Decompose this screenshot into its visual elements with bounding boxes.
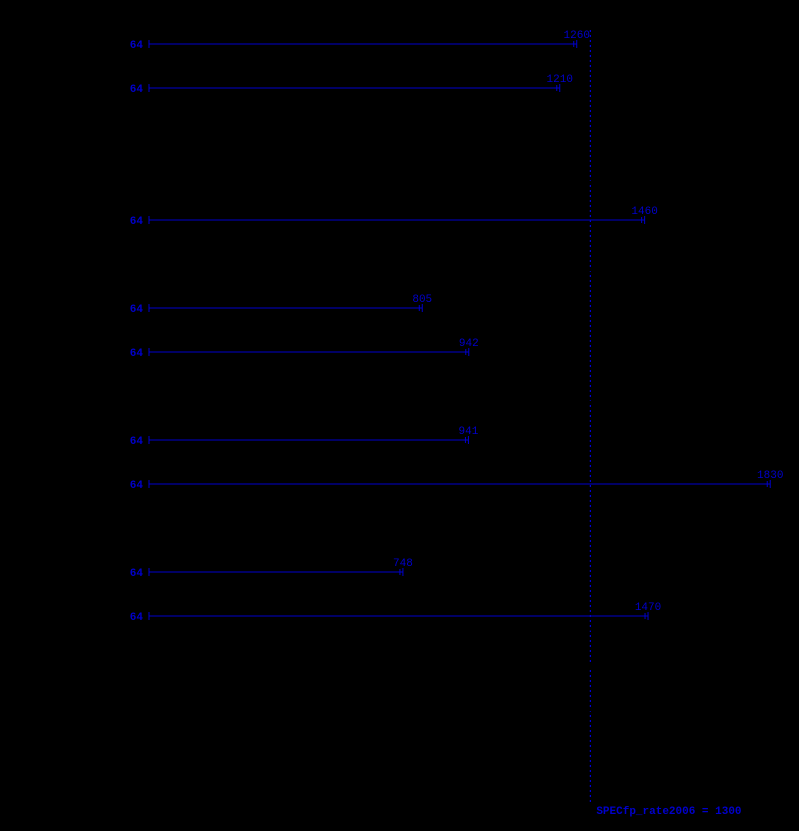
benchmark-label: 450.soplex bbox=[40, 442, 106, 454]
axis-tick-label: 1900 bbox=[781, 8, 799, 20]
value-peak: 941 bbox=[459, 426, 479, 438]
copies-peak: 64 bbox=[130, 568, 144, 580]
copies-header: Copies bbox=[91, 8, 131, 20]
copies-peak: 64 bbox=[130, 480, 144, 492]
axis-tick-label: 100 bbox=[173, 8, 193, 20]
copies-base: 64 bbox=[130, 178, 144, 190]
summary-base: SPECfp_rate_base2006 = 1270 bbox=[398, 792, 576, 804]
value-base: 1790 bbox=[743, 518, 769, 530]
benchmark-label: 436.cactusADM bbox=[20, 266, 106, 278]
value-base: 800 bbox=[411, 328, 431, 340]
axis-tick-label: 1700 bbox=[713, 8, 739, 20]
benchmark-label: 410.bwaves bbox=[40, 46, 106, 58]
copies-peak: 64 bbox=[130, 348, 144, 360]
copies-peak: 64 bbox=[130, 216, 144, 228]
axis-tick-label: 1400 bbox=[611, 8, 637, 20]
benchmark-label: 481.wrf bbox=[60, 706, 107, 718]
value-peak: 1460 bbox=[631, 206, 657, 218]
benchmark-label: 459.GemsFDTD bbox=[27, 574, 107, 586]
benchmark-label: 465.tonto bbox=[47, 618, 107, 630]
value-peak: 748 bbox=[393, 558, 413, 570]
copies-base: 64 bbox=[130, 450, 144, 462]
axis-tick-label: 700 bbox=[377, 8, 397, 20]
value-base: 1210 bbox=[547, 738, 573, 750]
copies-base: 64 bbox=[130, 230, 144, 242]
copies-base: 64 bbox=[130, 362, 144, 374]
axis-tick-label: 800 bbox=[411, 8, 431, 20]
copies-base: 64 bbox=[130, 494, 144, 506]
value-peak: 1260 bbox=[564, 30, 590, 42]
axis-tick-label: 1000 bbox=[475, 8, 501, 20]
copies-peak: 64 bbox=[130, 84, 144, 96]
value-base: 1180 bbox=[536, 108, 562, 120]
copies-base: 64 bbox=[130, 626, 144, 638]
axis-tick-label: 300 bbox=[241, 8, 261, 20]
benchmark-label: 444.namd bbox=[53, 354, 106, 366]
value-base: 1610 bbox=[682, 254, 708, 266]
value-base: 1450 bbox=[628, 694, 654, 706]
copies-base: 64 bbox=[130, 398, 144, 410]
copies-base: 64 bbox=[130, 134, 144, 146]
axis-tick-label: 1600 bbox=[679, 8, 705, 20]
benchmark-label: 482.sphinx3 bbox=[33, 750, 106, 762]
copies-base: 64 bbox=[130, 662, 144, 674]
copies-peak: 64 bbox=[130, 612, 144, 624]
axis-tick-label: 1300 bbox=[577, 8, 603, 20]
value-base: 1880 bbox=[774, 386, 799, 398]
copies-peak: 64 bbox=[130, 304, 144, 316]
benchmark-label: 433.milc bbox=[53, 134, 106, 146]
axis-tick-label: 0 bbox=[146, 8, 153, 20]
copies-base: 64 bbox=[130, 582, 144, 594]
value-base: 937 bbox=[457, 372, 477, 384]
value-peak: 1830 bbox=[757, 470, 783, 482]
copies-base: 64 bbox=[130, 706, 144, 718]
benchmark-label: 416.gamess bbox=[40, 90, 106, 102]
benchmark-label: 434.zeusmp bbox=[40, 178, 106, 190]
summary-peak: SPECfp_rate2006 = 1300 bbox=[596, 806, 741, 818]
benchmark-label: 453.povray bbox=[40, 486, 106, 498]
axis-tick-label: 400 bbox=[275, 8, 295, 20]
value-peak: 942 bbox=[459, 338, 479, 350]
benchmark-label: 454.calculix bbox=[27, 530, 107, 542]
copies-base: 64 bbox=[130, 530, 144, 542]
value-base: 879 bbox=[437, 460, 457, 472]
value-base: 1450 bbox=[628, 240, 654, 252]
copies-base: 64 bbox=[130, 750, 144, 762]
axis-tick-label: 900 bbox=[445, 8, 465, 20]
value-base: 747 bbox=[393, 592, 413, 604]
copies-peak: 64 bbox=[130, 436, 144, 448]
axis-tick-label: 200 bbox=[207, 8, 227, 20]
axis-tick-label: 1100 bbox=[509, 8, 535, 20]
axis-tick-label: 1800 bbox=[747, 8, 773, 20]
value-base: 1370 bbox=[601, 636, 627, 648]
benchmark-label: 435.gromacs bbox=[33, 222, 106, 234]
value-base: 1240 bbox=[557, 122, 583, 134]
axis-tick-label: 1200 bbox=[543, 8, 569, 20]
axis-tick-label: 600 bbox=[343, 8, 363, 20]
axis-tick-label: 500 bbox=[309, 8, 329, 20]
copies-base: 64 bbox=[130, 98, 144, 110]
benchmark-label: 470.lbm bbox=[60, 662, 107, 674]
copies-base: 64 bbox=[130, 318, 144, 330]
copies-base: 64 bbox=[130, 266, 144, 278]
value-base: 1530 bbox=[655, 504, 681, 516]
copies-peak: 64 bbox=[130, 40, 144, 52]
value-peak: 1210 bbox=[547, 74, 573, 86]
copies-base: 64 bbox=[130, 54, 144, 66]
benchmark-label: 437.leslie3d bbox=[27, 310, 106, 322]
benchmark-label: 447.dealII bbox=[40, 398, 106, 410]
spec-chart: 0 100 200 300 400 500 600 700 800 900 1000 1100 1200… bbox=[0, 0, 799, 831]
axis-tick-label: 1500 bbox=[645, 8, 671, 20]
value-peak: 1470 bbox=[635, 602, 661, 614]
value-peak: 805 bbox=[412, 294, 432, 306]
value-base: 1470 bbox=[635, 650, 661, 662]
value-base: 1500 bbox=[645, 166, 671, 178]
